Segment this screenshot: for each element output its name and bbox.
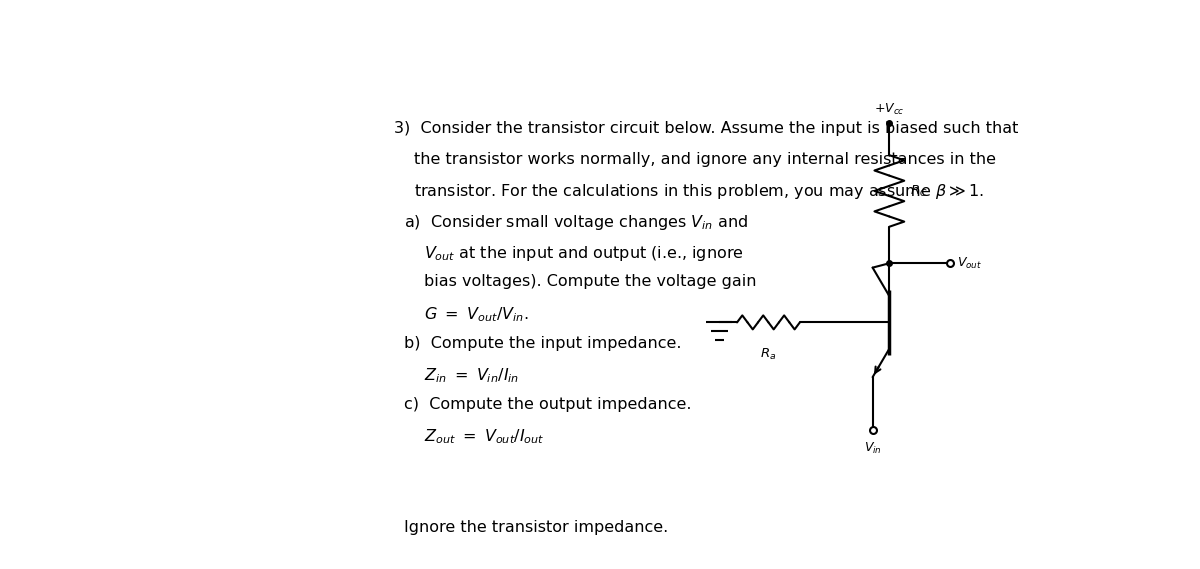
Text: c)  Compute the output impedance.: c) Compute the output impedance. (404, 397, 691, 412)
Text: $G\ =\ V_{out}/V_{in}$.: $G\ =\ V_{out}/V_{in}$. (425, 305, 529, 324)
Text: $V_{out}$: $V_{out}$ (958, 255, 983, 271)
Text: 3)  Consider the transistor circuit below. Assume the input is biased such that: 3) Consider the transistor circuit below… (394, 121, 1018, 136)
Text: $V_{out}$ at the input and output (i.e., ignore: $V_{out}$ at the input and output (i.e.,… (425, 244, 744, 262)
Text: $V_{in}$: $V_{in}$ (864, 440, 882, 456)
Text: transistor. For the calculations in this problem, you may assume $\beta \gg 1$.: transistor. For the calculations in this… (414, 182, 984, 201)
Text: $R_C$: $R_C$ (910, 183, 928, 199)
Text: a)  Consider small voltage changes $V_{in}$ and: a) Consider small voltage changes $V_{in… (404, 213, 748, 232)
Text: $Z_{in}\ =\ V_{in}/I_{in}$: $Z_{in}\ =\ V_{in}/I_{in}$ (425, 366, 520, 385)
Text: bias voltages). Compute the voltage gain: bias voltages). Compute the voltage gain (425, 274, 757, 289)
Text: Ignore the transistor impedance.: Ignore the transistor impedance. (404, 519, 668, 534)
Text: b)  Compute the input impedance.: b) Compute the input impedance. (404, 336, 682, 351)
Text: $Z_{out}\ =\ V_{out}/I_{out}$: $Z_{out}\ =\ V_{out}/I_{out}$ (425, 427, 545, 446)
Text: $+V_{cc}$: $+V_{cc}$ (874, 102, 905, 117)
Text: the transistor works normally, and ignore any internal resistances in the: the transistor works normally, and ignor… (414, 151, 996, 167)
Text: $R_a$: $R_a$ (761, 347, 776, 361)
